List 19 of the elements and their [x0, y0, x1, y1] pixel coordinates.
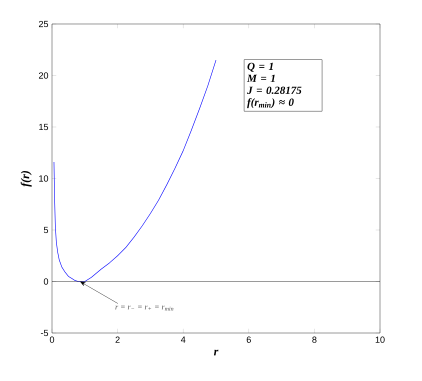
annotation: M = 1 [246, 74, 275, 82]
y-tick-label: 0 [44, 278, 48, 285]
x-tick-label: 2 [116, 336, 120, 343]
annotation: f(r$_{min}$) ≈ 0 [247, 98, 294, 108]
y-axis-title: f(r) [20, 170, 32, 187]
annotation: Q = 1 [247, 62, 273, 72]
x-tick-label: 6 [246, 336, 251, 343]
y-tick-label: 10 [39, 175, 48, 182]
y-tick-label: 5 [44, 226, 48, 234]
annotation: J = 0.28175 [247, 86, 302, 94]
y-tick-label: 20 [38, 72, 48, 79]
y-tick-label: 15 [39, 124, 48, 130]
x-tick-label: 4 [180, 336, 186, 343]
x-tick-label: 10 [376, 336, 385, 343]
x-tick-label: 0 [50, 336, 54, 343]
x-tick-label: 8 [312, 336, 317, 343]
x-axis-title: r [214, 350, 218, 356]
y-tick-label: -5 [40, 330, 48, 336]
y-tick-label: 25 [38, 20, 48, 28]
